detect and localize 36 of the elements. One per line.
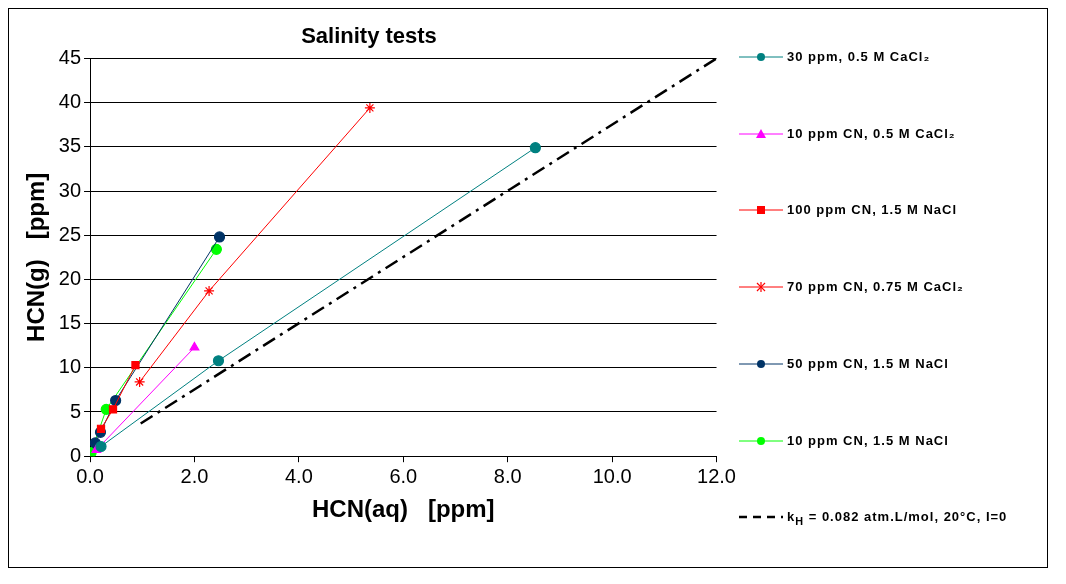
y-tick-label: 20 xyxy=(58,266,82,289)
y-tick-label: 45 xyxy=(58,45,82,68)
y-tick-label: 40 xyxy=(58,90,82,113)
point xyxy=(364,102,376,114)
x-tick-label: 2.0 xyxy=(180,464,209,487)
y-axis-title: HCN(g) [ppm] xyxy=(22,172,50,342)
legend-label: 10 ppm CN, 0.5 M CaCl₂ xyxy=(787,125,956,141)
x-tick-label: 10.0 xyxy=(592,464,632,487)
point xyxy=(108,405,118,414)
x-tick-label: 0.0 xyxy=(76,464,104,487)
x-axis-title: HCN(aq) [ppm] xyxy=(311,495,495,523)
legend-label: k$_{H}$ = 0.082 atm.L/mol, 20°C, I=0 xyxy=(787,509,1008,527)
y-tick-label: 30 xyxy=(58,178,82,201)
legend-label: 70 ppm CN, 0.75 M CaCl₂ xyxy=(787,279,964,295)
legend-label: 30 ppm, 0.5 M CaCl₂ xyxy=(787,49,931,64)
x-tick-label: 6.0 xyxy=(389,464,418,487)
chart-title: Salinity tests xyxy=(301,23,437,49)
y-tick-label: 0 xyxy=(69,443,82,466)
legend-label: 100 ppm CN, 1.5 M NaCl xyxy=(787,202,958,218)
y-tick-label: 5 xyxy=(69,399,82,422)
y-tick-label: 25 xyxy=(58,222,82,245)
x-tick-label: 12.0 xyxy=(697,464,737,487)
point xyxy=(213,231,226,243)
legend-label: 50 ppm CN, 1.5 M NaCl xyxy=(787,355,949,371)
point xyxy=(212,355,225,367)
point xyxy=(529,142,541,154)
point xyxy=(131,361,140,370)
point xyxy=(134,376,146,388)
legend-label: 10 ppm CN, 1.5 M NaCl xyxy=(787,432,949,448)
x-tick-label: 4.0 xyxy=(284,464,313,487)
y-tick-label: 10 xyxy=(58,355,82,378)
y-tick-label: 35 xyxy=(58,134,82,157)
point xyxy=(203,285,215,297)
point xyxy=(96,424,106,433)
x-tick-label: 8.0 xyxy=(493,464,522,487)
y-tick-label: 15 xyxy=(58,311,82,334)
